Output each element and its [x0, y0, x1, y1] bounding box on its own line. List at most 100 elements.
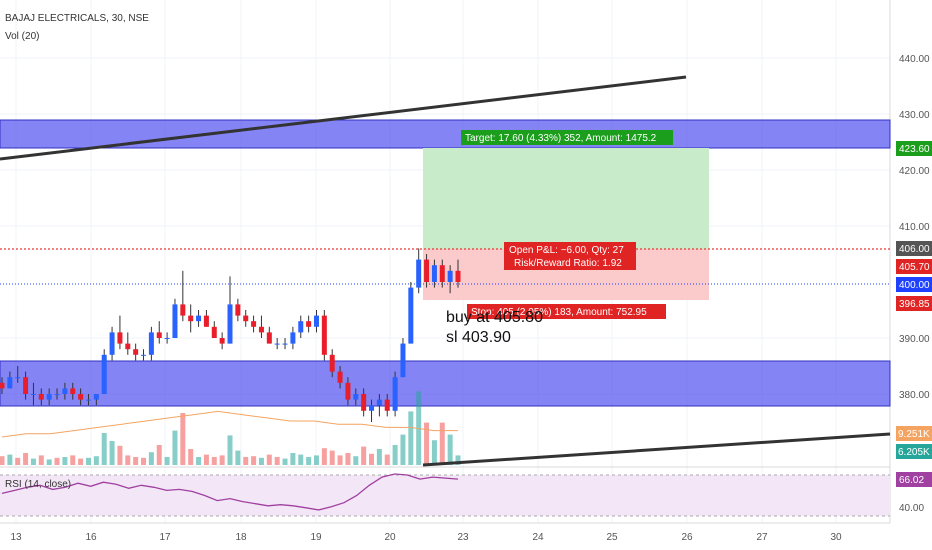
entry-price-tag [896, 241, 932, 256]
candle-body [439, 265, 445, 282]
candle-body [133, 349, 139, 355]
support-zone[interactable] [0, 360, 891, 407]
candle-body [408, 287, 414, 344]
volume-bar [274, 457, 280, 465]
volume-bar [211, 457, 217, 465]
candle-body [266, 332, 272, 344]
volume-bar [243, 457, 249, 465]
volume-bar [251, 456, 257, 465]
lower-trendline[interactable] [422, 432, 891, 467]
volume-bar [133, 457, 139, 465]
entry-price-tag-text: 406.00 [899, 244, 930, 255]
candle-body [101, 354, 107, 394]
candle-body [46, 394, 52, 400]
time-axis: 13 16 17 18 19 20 23 24 25 26 27 30 [10, 532, 842, 543]
volume-bar [424, 422, 430, 465]
volume-bar [188, 449, 194, 465]
rsi-value-tag [896, 472, 932, 487]
volume-bar [353, 456, 359, 465]
volume-bar [93, 456, 99, 465]
candle-body [298, 321, 304, 333]
candle-body [62, 388, 68, 394]
candle-body [117, 332, 123, 344]
volume-bar [408, 411, 414, 465]
volume-indicator-label: Vol (20) [5, 31, 39, 42]
volume-bar [235, 450, 241, 465]
stop-label-box [467, 304, 666, 319]
candle-body [376, 399, 382, 406]
reference-price-tag-text: 400.00 [899, 280, 930, 291]
volume-bar [172, 430, 178, 465]
candle-body [251, 321, 257, 327]
volume-bar [219, 455, 225, 465]
upper-trendline[interactable] [0, 75, 687, 161]
candle-body [258, 326, 264, 333]
candle-body [93, 394, 99, 400]
candle-body [23, 377, 29, 394]
note-buy[interactable]: buy at 405.80 [446, 309, 543, 326]
target-label-box [461, 130, 673, 145]
last-price-tag [896, 259, 932, 274]
rsi-band [0, 475, 890, 516]
candle-body [164, 338, 170, 339]
candle-body [148, 332, 154, 355]
volume-bar [447, 434, 453, 465]
rsi-axis-tick: 40.00 [899, 503, 924, 514]
candle-body [125, 343, 131, 350]
stop-price-tag-text: 396.85 [899, 299, 930, 310]
volume-bar [392, 445, 398, 465]
candle-body [361, 394, 367, 411]
candle-body [196, 315, 202, 322]
target-price-tag [896, 141, 932, 156]
volume-bar [376, 449, 382, 465]
candle-body [188, 315, 194, 322]
time-tick-label: 19 [310, 532, 322, 543]
volume-bar [30, 458, 36, 465]
time-tick-label: 16 [85, 532, 97, 543]
candle-body [431, 265, 437, 282]
candle-body [416, 259, 422, 288]
price-tick-label: 420.00 [899, 166, 930, 177]
volume-bar [345, 453, 351, 465]
stop-price-tag [896, 296, 932, 311]
candle-body [141, 354, 147, 356]
candle-body [156, 332, 162, 338]
volume-bar [227, 435, 233, 465]
candle-body [38, 394, 44, 400]
candle-body [109, 332, 115, 355]
candle-body [30, 394, 36, 395]
note-sl[interactable]: sl 403.90 [446, 329, 511, 346]
volume-ma-tag-text: 9.251K [898, 429, 930, 440]
candles [0, 248, 461, 422]
time-tick-label: 24 [532, 532, 544, 543]
volume-bar [196, 457, 202, 465]
volume-bar [78, 458, 84, 465]
volume-bar [180, 413, 186, 465]
volume-bar [329, 450, 335, 465]
candle-body [85, 399, 91, 401]
volume-bar [439, 422, 445, 465]
volume-bar [337, 455, 343, 465]
target-area[interactable] [423, 148, 709, 249]
candle-body [384, 399, 390, 411]
volume-bar [54, 457, 60, 465]
volume-bar [282, 458, 288, 465]
volume-bar [117, 445, 123, 465]
candle-body [219, 338, 225, 344]
candle-body [345, 382, 351, 400]
open-pl-box [504, 242, 636, 270]
time-tick-label: 13 [10, 532, 22, 543]
volume-bar [38, 455, 44, 465]
volume-bar [313, 455, 319, 465]
volume-bar [431, 440, 437, 465]
candle-body [274, 343, 280, 345]
rsi-indicator-label: RSI (14, close) [5, 479, 71, 490]
candle-body [424, 259, 430, 282]
volume-bar [148, 452, 154, 465]
volume-bar [203, 454, 209, 465]
volume-ma-tag [896, 426, 932, 441]
candle-body [0, 382, 5, 389]
candle-body [447, 270, 453, 282]
candle-body [400, 343, 406, 378]
